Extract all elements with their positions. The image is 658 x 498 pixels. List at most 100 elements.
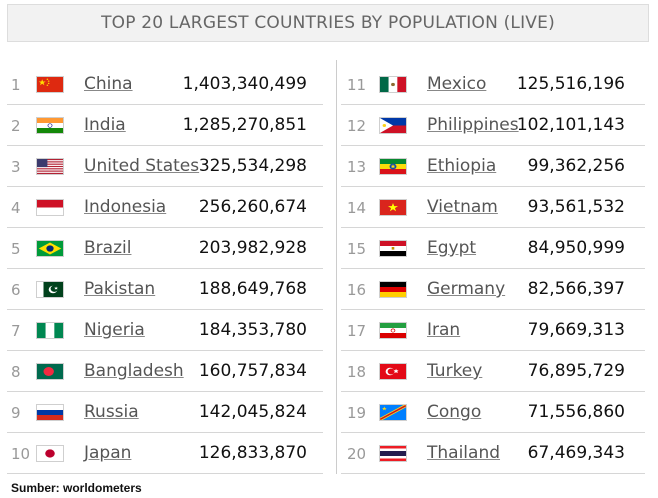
rank-number: 14 — [347, 199, 367, 217]
country-row: 11 Mexico 125,516,196 — [341, 64, 645, 105]
country-link[interactable]: United States — [84, 156, 200, 176]
country-row: 3 United States 325,534,298 — [7, 146, 323, 187]
rank-number: 15 — [347, 240, 367, 258]
country-row: 9 Russia 142,045,824 — [7, 392, 323, 433]
country-link[interactable]: Bangladesh — [84, 361, 184, 381]
rank-number: 3 — [11, 158, 21, 176]
country-row: 10 Japan 126,833,870 — [7, 433, 323, 474]
country-link[interactable]: Mexico — [427, 74, 487, 94]
population-value: 84,950,999 — [527, 238, 625, 258]
population-value: 76,895,729 — [527, 361, 625, 381]
country-link[interactable]: Iran — [427, 320, 461, 340]
country-row: 1 China 1,403,340,499 — [7, 64, 323, 105]
country-row: 2 India 1,285,270,851 — [7, 105, 323, 146]
japan-flag-icon — [36, 445, 64, 462]
country-link[interactable]: Turkey — [427, 361, 483, 381]
rank-number: 13 — [347, 158, 367, 176]
country-row: 5 Brazil 203,982,928 — [7, 228, 323, 269]
nigeria-flag-icon — [36, 322, 64, 339]
bangladesh-flag-icon — [36, 363, 64, 380]
population-value: 160,757,834 — [198, 361, 307, 381]
usa-flag-icon — [36, 158, 64, 175]
country-row: 12 Philippines 102,101,143 — [341, 105, 645, 146]
country-link[interactable]: Nigeria — [84, 320, 145, 340]
population-value: 325,534,298 — [198, 156, 307, 176]
population-value: 79,669,313 — [527, 320, 625, 340]
country-link[interactable]: Russia — [84, 402, 139, 422]
vietnam-flag-icon — [379, 199, 407, 216]
rank-number: 10 — [11, 445, 31, 463]
brazil-flag-icon — [36, 240, 64, 257]
population-value: 71,556,860 — [527, 402, 625, 422]
country-row: 14 Vietnam 93,561,532 — [341, 187, 645, 228]
mexico-flag-icon — [379, 76, 407, 93]
thailand-flag-icon — [379, 445, 407, 462]
rank-number: 20 — [347, 445, 367, 463]
country-row: 13 Ethiopia 99,362,256 — [341, 146, 645, 187]
rank-number: 4 — [11, 199, 21, 217]
country-link[interactable]: Ethiopia — [427, 156, 497, 176]
page-title: TOP 20 LARGEST COUNTRIES BY POPULATION (… — [101, 13, 555, 33]
country-link[interactable]: Egypt — [427, 238, 477, 258]
rank-number: 9 — [11, 404, 21, 422]
philippines-flag-icon — [379, 117, 407, 134]
india-flag-icon — [36, 117, 64, 134]
rank-number: 12 — [347, 117, 367, 135]
population-value: 1,285,270,851 — [182, 115, 307, 135]
population-value: 142,045,824 — [198, 402, 307, 422]
country-row: 20 Thailand 67,469,343 — [341, 433, 645, 474]
country-row: 4 Indonesia 256,260,674 — [7, 187, 323, 228]
china-flag-icon — [36, 76, 64, 93]
country-list-right: 11 Mexico 125,516,196 12 Philippines 102… — [341, 64, 645, 474]
country-row: 6 Pakistan 188,649,768 — [7, 269, 323, 310]
country-link[interactable]: Thailand — [427, 443, 501, 463]
turkey-flag-icon — [379, 363, 407, 380]
country-link[interactable]: Indonesia — [84, 197, 167, 217]
population-value: 93,561,532 — [527, 197, 625, 217]
population-value: 82,566,397 — [527, 279, 625, 299]
population-value: 125,516,196 — [516, 74, 625, 94]
country-link[interactable]: Congo — [427, 402, 482, 422]
rank-number: 17 — [347, 322, 367, 340]
indonesia-flag-icon — [36, 199, 64, 216]
country-link[interactable]: Germany — [427, 279, 506, 299]
congo-flag-icon — [379, 404, 407, 421]
population-value: 203,982,928 — [198, 238, 307, 258]
country-link[interactable]: Japan — [84, 443, 132, 463]
population-value: 188,649,768 — [198, 279, 307, 299]
germany-flag-icon — [379, 281, 407, 298]
population-value: 99,362,256 — [527, 156, 625, 176]
rank-number: 11 — [347, 76, 367, 94]
rank-number: 1 — [11, 76, 21, 94]
rank-number: 6 — [11, 281, 21, 299]
country-link[interactable]: Pakistan — [84, 279, 156, 299]
pakistan-flag-icon — [36, 281, 64, 298]
population-value: 184,353,780 — [198, 320, 307, 340]
country-row: 16 Germany 82,566,397 — [341, 269, 645, 310]
country-row: 17 Iran 79,669,313 — [341, 310, 645, 351]
egypt-flag-icon — [379, 240, 407, 257]
country-link[interactable]: Vietnam — [427, 197, 498, 217]
population-value: 126,833,870 — [198, 443, 307, 463]
title-bar: TOP 20 LARGEST COUNTRIES BY POPULATION (… — [7, 4, 649, 42]
country-row: 18 Turkey 76,895,729 — [341, 351, 645, 392]
rank-number: 18 — [347, 363, 367, 381]
country-list-left: 1 China 1,403,340,499 2 India 1,285,270,… — [7, 64, 323, 474]
rank-number: 2 — [11, 117, 21, 135]
column-divider — [336, 60, 337, 474]
country-link[interactable]: China — [84, 74, 133, 94]
rank-number: 16 — [347, 281, 367, 299]
country-link[interactable]: Brazil — [84, 238, 132, 258]
country-row: 19 Congo 71,556,860 — [341, 392, 645, 433]
population-value: 102,101,143 — [516, 115, 625, 135]
country-link[interactable]: India — [84, 115, 126, 135]
rank-number: 5 — [11, 240, 21, 258]
rank-number: 19 — [347, 404, 367, 422]
rank-number: 8 — [11, 363, 21, 381]
country-link[interactable]: Philippines — [427, 115, 519, 135]
russia-flag-icon — [36, 404, 64, 421]
country-row: 7 Nigeria 184,353,780 — [7, 310, 323, 351]
population-value: 67,469,343 — [527, 443, 625, 463]
rank-number: 7 — [11, 322, 21, 340]
population-value: 1,403,340,499 — [182, 74, 307, 94]
